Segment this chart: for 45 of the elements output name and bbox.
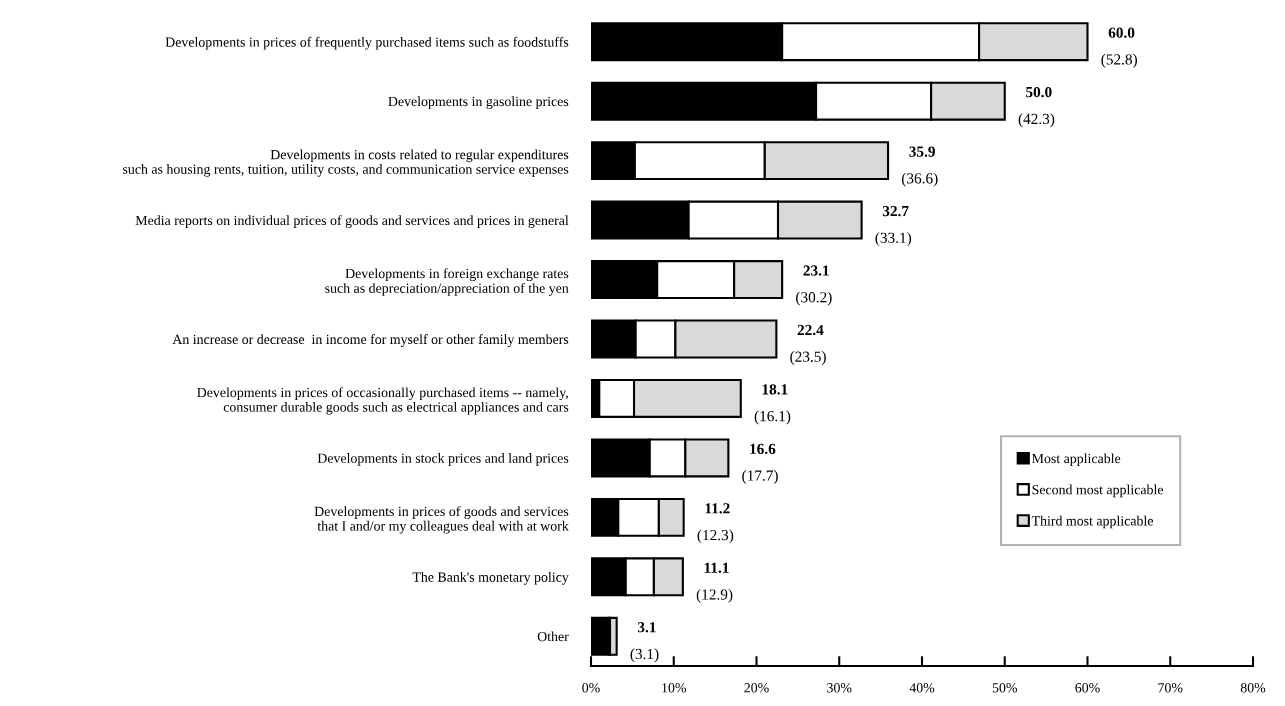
- y-tick-label: Developments in stock prices and land prices: [317, 453, 569, 466]
- total-label: 11.2: [705, 503, 730, 514]
- y-tick-label: An increase or decrease in income for myself or other family members: [172, 334, 569, 347]
- annotation: (30.2): [796, 291, 832, 306]
- legend-label: Second most applicable: [1032, 484, 1164, 498]
- x-tick-label: 0%: [582, 683, 600, 693]
- total-label: 3.1: [637, 622, 656, 633]
- total-label: 32.7: [882, 205, 909, 217]
- x-tick-label: 20%: [744, 683, 769, 693]
- x-tick-label: 80%: [1240, 683, 1266, 693]
- annotation: (17.7): [742, 470, 778, 484]
- total-label: 16.6: [750, 443, 776, 455]
- total-label: 23.1: [803, 265, 829, 276]
- total-label: 60.0: [1108, 27, 1135, 38]
- y-tick-label: Developments in foreign exchange rates such as depreciation/appreciation of the yen: [325, 268, 569, 296]
- y-tick-label: Developments in prices of frequently purchased items such as foodstuffs: [165, 36, 569, 50]
- total-label: 22.4: [797, 324, 824, 336]
- y-tick-label: Developments in prices of goods and services that I and/or my colleagues deal with at work: [314, 506, 569, 534]
- x-tick-label: 10%: [662, 683, 687, 693]
- x-tick-label: 40%: [909, 683, 935, 693]
- annotation: (3.1): [630, 648, 659, 663]
- annotation: (42.3): [1018, 113, 1055, 128]
- x-tick-label: 30%: [827, 683, 852, 693]
- x-tick-label: 50%: [992, 683, 1018, 693]
- y-tick-label: Developments in gasoline prices: [388, 96, 569, 109]
- annotation: (23.5): [790, 351, 826, 365]
- y-tick-label: Media reports on individual prices of goods and services and prices in general: [135, 215, 569, 228]
- total-label: 11.1: [704, 562, 729, 573]
- annotation: (33.1): [875, 232, 912, 247]
- legend-label: Most applicable: [1032, 453, 1121, 467]
- legend-label: Third most applicable: [1031, 515, 1153, 529]
- x-tick-label: 70%: [1158, 683, 1183, 693]
- annotation: (16.1): [754, 410, 791, 425]
- y-tick-label: The Bank's monetary policy: [412, 572, 569, 585]
- y-tick-label: Developments in costs related to regular expenditures such as housing rents, tuition, utility costs, and communication service expenses: [123, 149, 569, 177]
- x-tick-label: 60%: [1075, 683, 1100, 693]
- annotation: (52.8): [1101, 53, 1137, 68]
- annotation: (12.3): [697, 529, 734, 544]
- y-tick-label: Developments in prices of occasionally purchased items -- namely, consumer durable goods such as electrical appliances and cars: [197, 387, 569, 415]
- total-label: 18.1: [762, 384, 788, 395]
- total-label: 35.9: [909, 146, 935, 157]
- annotation: (36.6): [901, 172, 938, 187]
- total-label: 50.0: [1026, 86, 1052, 98]
- y-tick-label: Other: [537, 631, 569, 642]
- annotation: (12.9): [696, 588, 733, 603]
